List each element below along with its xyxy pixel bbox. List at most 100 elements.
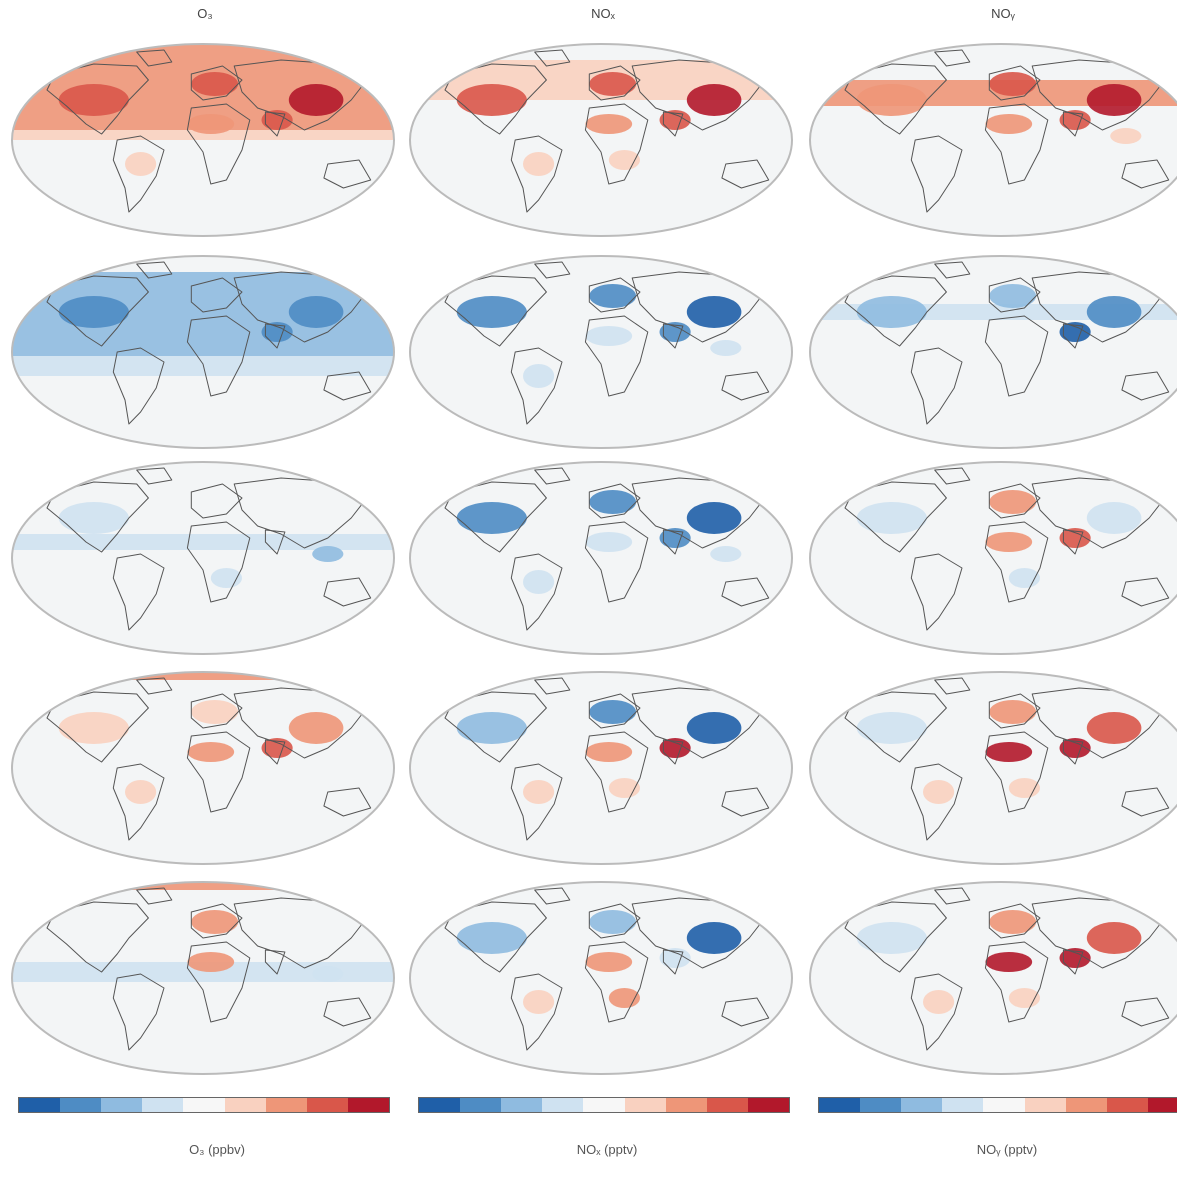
anomaly-band — [12, 534, 394, 550]
world-map — [809, 881, 1177, 1075]
map-panel-1 — [8, 40, 398, 240]
unit-label-o3: O₃ (ppbv) — [189, 1142, 245, 1157]
coastline-greenland — [934, 467, 971, 485]
anomaly-region-usa — [58, 712, 129, 744]
anomaly-region-africaN — [985, 742, 1033, 762]
coastline-greenland — [534, 49, 571, 67]
unit-label-noy: NOᵧ (pptv) — [976, 1142, 1038, 1157]
anomaly-region-china — [1086, 296, 1142, 328]
colorbar-segment — [265, 1098, 307, 1112]
colorbar-ticks-noy — [818, 1117, 1177, 1129]
coastline-namerica — [844, 63, 947, 135]
coastline-australia — [721, 371, 770, 401]
colorbar-segment — [1065, 1098, 1107, 1112]
world-map — [11, 255, 395, 449]
coastline-europe — [988, 65, 1041, 101]
coastline-europe — [190, 483, 243, 519]
colorbar-segment — [860, 1098, 902, 1112]
colorbar-segment — [942, 1098, 984, 1112]
anomaly-region-europe — [191, 700, 239, 724]
anomaly-region-europe — [989, 72, 1037, 96]
colorbar-segment — [183, 1098, 225, 1112]
coastline-australia — [1121, 787, 1170, 817]
world-map — [409, 461, 793, 655]
coastline-samerica — [910, 973, 963, 1051]
anomaly-region-usa — [456, 712, 527, 744]
anomaly-region-china — [1086, 502, 1142, 534]
world-map — [11, 881, 395, 1075]
map-frame — [11, 671, 395, 865]
map-frame — [809, 43, 1177, 237]
coastline-africa — [584, 731, 649, 813]
coastline-europe — [588, 903, 641, 939]
colorbar-segment — [624, 1098, 666, 1112]
coastline-india — [662, 323, 684, 349]
coastline-samerica — [510, 135, 563, 213]
colorbar-segment — [1024, 1098, 1066, 1112]
colorbar-o3 — [18, 1097, 390, 1113]
anomaly-region-samerica — [923, 780, 955, 804]
anomaly-region-china — [1086, 84, 1142, 116]
anomaly-band — [12, 130, 394, 140]
world-map — [409, 881, 793, 1075]
coastline-africa — [984, 731, 1049, 813]
colorbar-segment — [224, 1098, 266, 1112]
colorbar-segment — [460, 1098, 502, 1112]
coastline-greenland — [934, 261, 971, 279]
coastline-australia — [1121, 577, 1170, 607]
anomaly-region-africaN — [187, 742, 235, 762]
coastline-samerica — [910, 135, 963, 213]
map-panel-12 — [806, 668, 1177, 868]
ocean-background — [410, 672, 792, 864]
anomaly-region-africaN — [187, 114, 235, 134]
coastline-europe — [588, 277, 641, 313]
coastline-namerica — [844, 691, 947, 763]
coastline-greenland — [534, 887, 571, 905]
coastline-samerica — [910, 763, 963, 841]
coastline-greenland — [136, 887, 173, 905]
coastline-australia — [1121, 997, 1170, 1027]
coastline-india — [1062, 111, 1084, 137]
coastline-australia — [323, 787, 372, 817]
coastline-india — [662, 949, 684, 975]
coastline-greenland — [136, 261, 173, 279]
colorbar-segment — [983, 1098, 1025, 1112]
coastline-europe — [988, 483, 1041, 519]
anomaly-region-europe — [589, 700, 637, 724]
coastline-greenland — [534, 261, 571, 279]
map-panel-10 — [8, 668, 398, 868]
map-frame — [409, 671, 793, 865]
anomaly-region-china — [1086, 922, 1142, 954]
map-frame — [409, 461, 793, 655]
coastline-namerica — [46, 691, 149, 763]
ocean-background — [810, 462, 1177, 654]
coastline-india — [1062, 949, 1084, 975]
anomaly-region-usa — [856, 502, 927, 534]
colorbar-segment — [819, 1098, 861, 1112]
anomaly-region-africaN — [585, 742, 633, 762]
anomaly-region-usa — [856, 712, 927, 744]
colorbar-segment — [101, 1098, 143, 1112]
coastline-india — [264, 949, 286, 975]
coastline-europe — [190, 903, 243, 939]
map-frame — [11, 43, 395, 237]
coastline-greenland — [534, 677, 571, 695]
coastline-europe — [190, 693, 243, 729]
coastline-africa — [984, 315, 1049, 397]
column-title-noy: NOᵧ — [991, 6, 1015, 21]
world-map — [809, 255, 1177, 449]
colorbar-segment — [60, 1098, 102, 1112]
map-panel-9 — [806, 458, 1177, 658]
anomaly-region-usa — [856, 296, 927, 328]
coastline-australia — [323, 997, 372, 1027]
anomaly-region-usa — [456, 502, 527, 534]
coastline-samerica — [112, 553, 165, 631]
world-map — [11, 671, 395, 865]
colorbar-segment — [583, 1098, 625, 1112]
coastline-australia — [1121, 371, 1170, 401]
anomaly-region-usa — [456, 84, 527, 116]
anomaly-region-europe — [191, 72, 239, 96]
map-frame — [809, 255, 1177, 449]
colorbar-segment — [306, 1098, 348, 1112]
world-map — [11, 461, 395, 655]
